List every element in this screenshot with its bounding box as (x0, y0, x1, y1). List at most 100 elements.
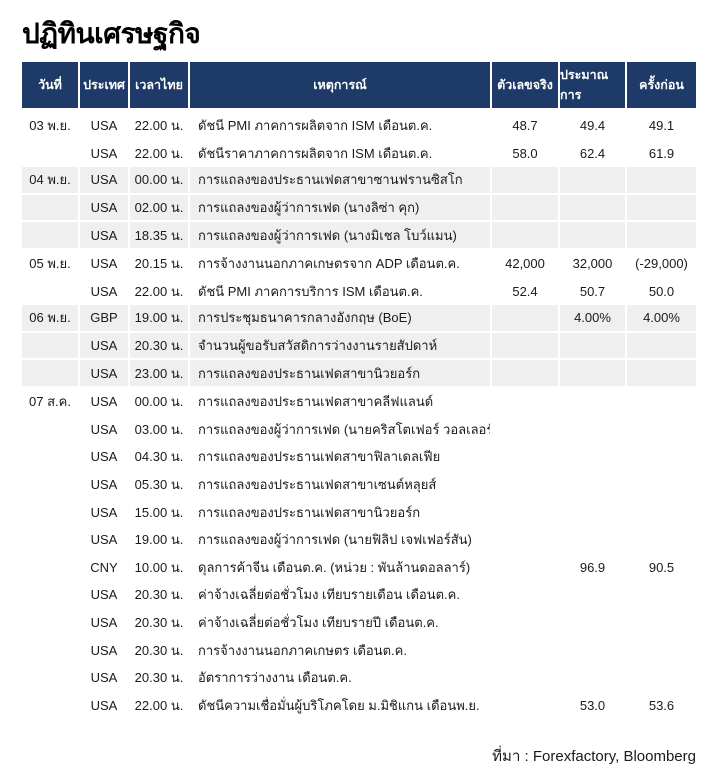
cell-actual (492, 332, 558, 359)
cell-event: การแถลงของผู้ว่าการเฟด (นางลิซ่า คุก) (190, 194, 490, 221)
cell-forecast (560, 526, 625, 554)
table-row: USA 22.00 น. ดัชนีราคาภาคการผลิตจาก ISM … (22, 140, 696, 168)
cell-forecast (560, 332, 625, 359)
cell-date (22, 636, 78, 664)
cell-time: 20.30 น. (134, 642, 184, 658)
cell-time: 20.30 น. (134, 587, 184, 603)
cell-date (22, 664, 78, 692)
cell-country: GBP (80, 305, 128, 331)
cell-country: USA (90, 587, 118, 603)
table-row: USA 02.00 น. การแถลงของผู้ว่าการเฟด (นาง… (22, 194, 696, 223)
cell-time: 22.00 น. (134, 697, 184, 713)
cell-event: การแถลงของประธานเฟดสาขาซานฟรานซิสโก (190, 167, 490, 193)
cell-previous (627, 471, 696, 499)
cell-date (22, 526, 78, 554)
cell-date (22, 581, 78, 609)
cell-event: ดัชนีความเชื่อมั่นผู้บริโภคโดย ม.มิชิแกน… (198, 697, 480, 713)
cell-country: USA (90, 283, 118, 299)
cell-country: USA (90, 532, 118, 548)
cell-country: USA (90, 145, 118, 161)
cell-forecast (560, 636, 625, 664)
economic-calendar-table: วันที่ ประเทศ เวลาไทย เหตุการณ์ ตัวเลขจริง ปร… (22, 62, 696, 719)
cell-previous (627, 167, 696, 193)
cell-previous (627, 388, 696, 416)
cell-date (22, 554, 78, 582)
cell-forecast: 62.4 (579, 145, 606, 161)
cell-date: 06 พ.ย. (22, 305, 78, 331)
cell-event: การแถลงของผู้ว่าการเฟด (นายคริสโตเฟอร์ ว… (198, 421, 490, 437)
cell-forecast (560, 416, 625, 444)
cell-previous (627, 609, 696, 637)
column-header-country: ประเทศ (80, 62, 128, 108)
cell-date: 04 พ.ย. (22, 167, 78, 193)
cell-actual (492, 636, 558, 664)
cell-event: จำนวนผู้ขอรับสวัสดิการว่างงานรายสัปดาห์ (190, 332, 490, 359)
cell-date (22, 498, 78, 526)
cell-event: ดัชนี PMI ภาคการผลิตจาก ISM เดือนต.ค. (198, 118, 433, 134)
cell-time: 00.00 น. (134, 394, 184, 410)
cell-previous: 4.00% (627, 305, 696, 331)
cell-country: USA (90, 256, 118, 272)
cell-forecast (560, 194, 625, 221)
cell-time: 22.00 น. (134, 118, 184, 134)
cell-actual: 42,000 (505, 256, 545, 272)
table-row: USA 20.30 น. การจ้างงานนอกภาคเกษตร เดือน… (22, 636, 696, 664)
cell-actual: 48.7 (512, 118, 538, 134)
cell-forecast (560, 609, 625, 637)
cell-actual (492, 471, 558, 499)
cell-time: 23.00 น. (130, 360, 188, 386)
source-attribution: ที่มา : Forexfactory, Bloomberg (492, 748, 696, 765)
cell-time: 03.00 น. (134, 421, 184, 437)
cell-previous: 50.0 (648, 283, 675, 299)
cell-country: USA (80, 332, 128, 359)
cell-event: ดัชนีราคาภาคการผลิตจาก ISM เดือนต.ค. (198, 145, 433, 161)
cell-date (22, 416, 78, 444)
cell-previous: 90.5 (648, 559, 675, 575)
cell-country: USA (90, 504, 118, 520)
cell-time: 10.00 น. (134, 559, 184, 575)
cell-forecast (560, 443, 625, 471)
cell-actual (492, 443, 558, 471)
cell-actual (492, 554, 558, 582)
cell-previous (627, 416, 696, 444)
cell-forecast (560, 498, 625, 526)
cell-date (22, 471, 78, 499)
cell-previous (627, 194, 696, 221)
cell-time: 00.00 น. (130, 167, 188, 193)
cell-event: ค่าจ้างเฉลี่ยต่อชั่วโมง เทียบรายปี เดือน… (198, 614, 439, 630)
cell-country: USA (90, 421, 118, 437)
cell-forecast: 96.9 (579, 559, 606, 575)
cell-event: การประชุมธนาคารกลางอังกฤษ (BoE) (190, 305, 490, 331)
cell-country: USA (90, 394, 118, 410)
cell-event: อัตราการว่างงาน เดือนต.ค. (198, 670, 352, 686)
cell-actual (492, 305, 558, 331)
cell-date (22, 194, 78, 221)
table-body: 03 พ.ย. USA 22.00 น. ดัชนี PMI ภาคการผลิ… (22, 112, 696, 719)
cell-actual (492, 167, 558, 193)
cell-event: การแถลงของประธานเฟดสาขาฟิลาเดลเฟีย (198, 449, 441, 465)
cell-actual (492, 609, 558, 637)
cell-forecast (560, 388, 625, 416)
cell-event: การจ้างงานนอกภาคเกษตร เดือนต.ค. (198, 642, 407, 658)
table-row: USA 22.00 น. ดัชนีความเชื่อมั่นผู้บริโภค… (22, 691, 696, 719)
cell-forecast: 49.4 (579, 118, 606, 134)
cell-actual: 58.0 (512, 145, 538, 161)
table-row: USA 23.00 น. การแถลงของประธานเฟดสาขานิวย… (22, 360, 696, 388)
cell-country: USA (80, 167, 128, 193)
table-header-row: วันที่ ประเทศ เวลาไทย เหตุการณ์ ตัวเลขจริง ปร… (22, 62, 696, 108)
table-row: USA 03.00 น. การแถลงของผู้ว่าการเฟด (นาย… (22, 416, 696, 444)
cell-actual (492, 360, 558, 386)
cell-previous (627, 332, 696, 359)
table-row: USA 15.00 น. การแถลงของประธานเฟดสาขานิวย… (22, 498, 696, 526)
table-row: 03 พ.ย. USA 22.00 น. ดัชนี PMI ภาคการผลิ… (22, 112, 696, 140)
cell-forecast: 50.7 (579, 283, 606, 299)
cell-time: 20.30 น. (130, 332, 188, 359)
table-row: USA 20.30 น. ค่าจ้างเฉลี่ยต่อชั่วโมง เที… (22, 609, 696, 637)
cell-country: USA (80, 360, 128, 386)
cell-date: 05 พ.ย. (29, 256, 71, 272)
cell-time: 22.00 น. (134, 145, 184, 161)
cell-country: USA (90, 697, 118, 713)
cell-forecast: 32,000 (572, 256, 613, 272)
cell-event: ดัชนี PMI ภาคการบริการ ISM เดือนต.ค. (198, 283, 423, 299)
table-row: USA 19.00 น. การแถลงของผู้ว่าการเฟด (นาย… (22, 526, 696, 554)
